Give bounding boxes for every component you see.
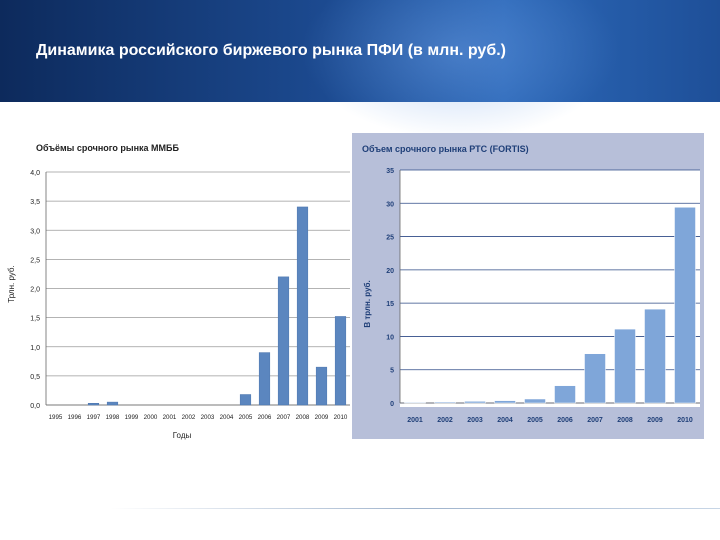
right-x-tick-label: 2004 — [497, 417, 513, 424]
right-x-tick-label: 2001 — [407, 417, 423, 424]
left-y-tick-label: 0,0 — [30, 403, 40, 410]
left-y-tick-label: 0,5 — [30, 374, 40, 381]
right-y-tick-label: 25 — [386, 235, 394, 242]
right-bar-2001 — [404, 402, 426, 404]
right-x-tick-label: 2008 — [617, 417, 633, 424]
right-bar-2009 — [644, 308, 666, 404]
left-x-tick-label: 2006 — [258, 414, 272, 421]
mmvb-chart-title: Объёмы срочного рынка ММББ — [36, 143, 180, 153]
banner-glow — [300, 0, 620, 140]
right-x-tick-label: 2005 — [527, 417, 543, 424]
left-x-tick-label: 2008 — [296, 414, 310, 421]
left-bar-2005 — [239, 394, 252, 406]
slide-title: Динамика российского биржевого рынка ПФИ… — [36, 42, 506, 59]
right-x-tick-label: 2007 — [587, 417, 603, 424]
left-x-tick-label: 2009 — [315, 414, 329, 421]
left-x-tick-label: 2000 — [144, 414, 158, 421]
left-x-tick-label: 1996 — [68, 414, 82, 421]
left-y-tick-label: 2,5 — [30, 257, 40, 264]
left-x-tick-label: 2001 — [163, 414, 177, 421]
left-x-tick-label: 2007 — [277, 414, 291, 421]
left-y-tick-label: 3,5 — [30, 199, 40, 206]
left-x-tick-label: 1995 — [49, 414, 63, 421]
left-y-tick-label: 2,0 — [30, 287, 40, 294]
right-x-tick-label: 2009 — [647, 417, 663, 424]
left-y-tick-label: 4,0 — [30, 170, 40, 177]
right-y-tick-label: 20 — [386, 268, 394, 275]
left-x-tick-label: 1998 — [106, 414, 120, 421]
right-y-tick-label: 10 — [386, 334, 394, 341]
left-x-tick-label: 1999 — [125, 414, 139, 421]
right-y-tick-label: 15 — [386, 301, 394, 308]
left-bar-2006 — [258, 352, 271, 406]
left-bar-1997 — [87, 403, 100, 406]
left-bar-2008 — [296, 206, 309, 406]
fortis-chart: Объем срочного рынка РТС (FORTIS) В трлн… — [352, 133, 704, 439]
fortis-y-axis-label: В трлн. руб. — [363, 280, 372, 327]
left-x-tick-label: 2004 — [220, 414, 234, 421]
fortis-chart-title: Объем срочного рынка РТС (FORTIS) — [362, 144, 529, 154]
right-bar-2006 — [554, 385, 576, 404]
right-bar-2003 — [464, 401, 486, 404]
left-x-tick-label: 2005 — [239, 414, 253, 421]
right-x-tick-label: 2003 — [467, 417, 483, 424]
left-x-tick-label: 1997 — [87, 414, 101, 421]
right-bar-2010 — [674, 207, 696, 404]
left-x-tick-label: 2003 — [201, 414, 215, 421]
right-x-tick-label: 2010 — [677, 417, 693, 424]
left-x-tick-label: 2002 — [182, 414, 196, 421]
left-bar-2009 — [315, 366, 328, 406]
right-y-tick-label: 35 — [386, 168, 394, 175]
left-bar-2010 — [334, 316, 347, 406]
left-y-tick-label: 3,0 — [30, 228, 40, 235]
right-y-tick-label: 30 — [386, 201, 394, 208]
right-bar-2008 — [614, 328, 636, 404]
right-x-tick-label: 2002 — [437, 417, 453, 424]
right-x-tick-label: 2006 — [557, 417, 573, 424]
left-x-tick-label: 2010 — [334, 414, 348, 421]
mmvb-chart: Объёмы срочного рынка ММББ Трлн. руб. Го… — [7, 143, 350, 440]
footer-divider — [110, 508, 720, 509]
right-bar-2005 — [524, 398, 546, 404]
right-bar-2007 — [584, 353, 606, 404]
right-y-tick-label: 5 — [390, 368, 394, 375]
left-bar-2007 — [277, 276, 290, 406]
mmvb-y-axis-label: Трлн. руб. — [7, 265, 16, 302]
left-bar-1998 — [106, 401, 119, 406]
right-y-tick-label: 0 — [390, 401, 394, 408]
left-y-tick-label: 1,5 — [30, 316, 40, 323]
left-y-tick-label: 1,0 — [30, 345, 40, 352]
right-bar-2002 — [434, 401, 456, 404]
right-bar-2004 — [494, 400, 516, 404]
title-banner: Динамика российского биржевого рынка ПФИ… — [0, 0, 720, 140]
mmvb-x-axis-label: Годы — [173, 431, 192, 440]
